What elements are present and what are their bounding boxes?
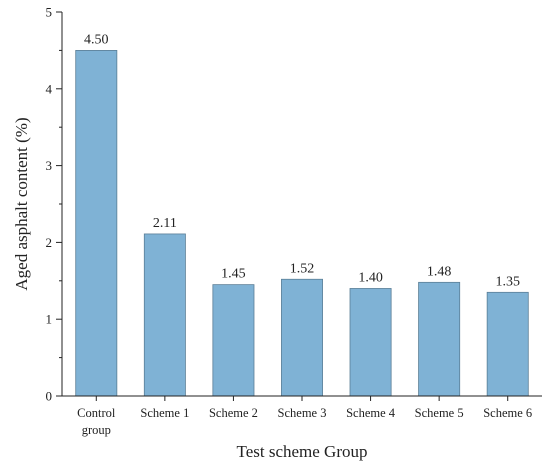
x-tick-label: Scheme 2 bbox=[209, 406, 258, 420]
value-labels-layer: 4.50 2.11 1.45 1.52 1.40 1.48 1.35 bbox=[84, 32, 520, 289]
x-tick-label: Scheme 5 bbox=[415, 406, 464, 420]
data-label: 4.50 bbox=[84, 32, 109, 47]
data-label: 1.45 bbox=[221, 267, 246, 282]
bar-5 bbox=[349, 288, 392, 397]
x-ticks-layer: Control group Scheme 1 Scheme 2 Scheme 3 Sche… bbox=[77, 396, 532, 437]
y-ticks-layer: 0 1 2 3 4 5 bbox=[46, 5, 62, 404]
data-label: 1.52 bbox=[290, 261, 315, 276]
y-tick-label: 1 bbox=[46, 312, 53, 327]
x-tick-label: Scheme 6 bbox=[483, 406, 532, 420]
x-tick-label: group bbox=[82, 423, 111, 437]
data-label: 1.48 bbox=[427, 264, 452, 279]
x-tick-label: Control bbox=[77, 406, 116, 420]
bar-6 bbox=[418, 281, 461, 397]
bar-4 bbox=[281, 278, 323, 397]
x-axis-title: Test scheme Group bbox=[237, 442, 368, 461]
data-label: 2.11 bbox=[153, 216, 177, 231]
data-label: 1.35 bbox=[495, 274, 520, 289]
x-tick-label: Scheme 3 bbox=[278, 406, 327, 420]
bar-7 bbox=[486, 291, 529, 397]
data-label: 1.40 bbox=[358, 270, 383, 285]
x-tick-label: Scheme 1 bbox=[140, 406, 189, 420]
y-tick-label: 3 bbox=[46, 158, 53, 173]
y-tick-label: 5 bbox=[46, 5, 53, 20]
y-tick-label: 2 bbox=[46, 235, 53, 250]
bar-3 bbox=[212, 284, 255, 397]
x-tick-label: Scheme 4 bbox=[346, 406, 396, 420]
bar-2 bbox=[143, 233, 186, 397]
y-tick-label: 0 bbox=[46, 389, 53, 404]
y-tick-label: 4 bbox=[46, 81, 53, 96]
y-axis-title: Aged asphalt content (%) bbox=[12, 117, 31, 290]
bars-layer bbox=[75, 50, 529, 397]
bar-1 bbox=[75, 50, 118, 397]
